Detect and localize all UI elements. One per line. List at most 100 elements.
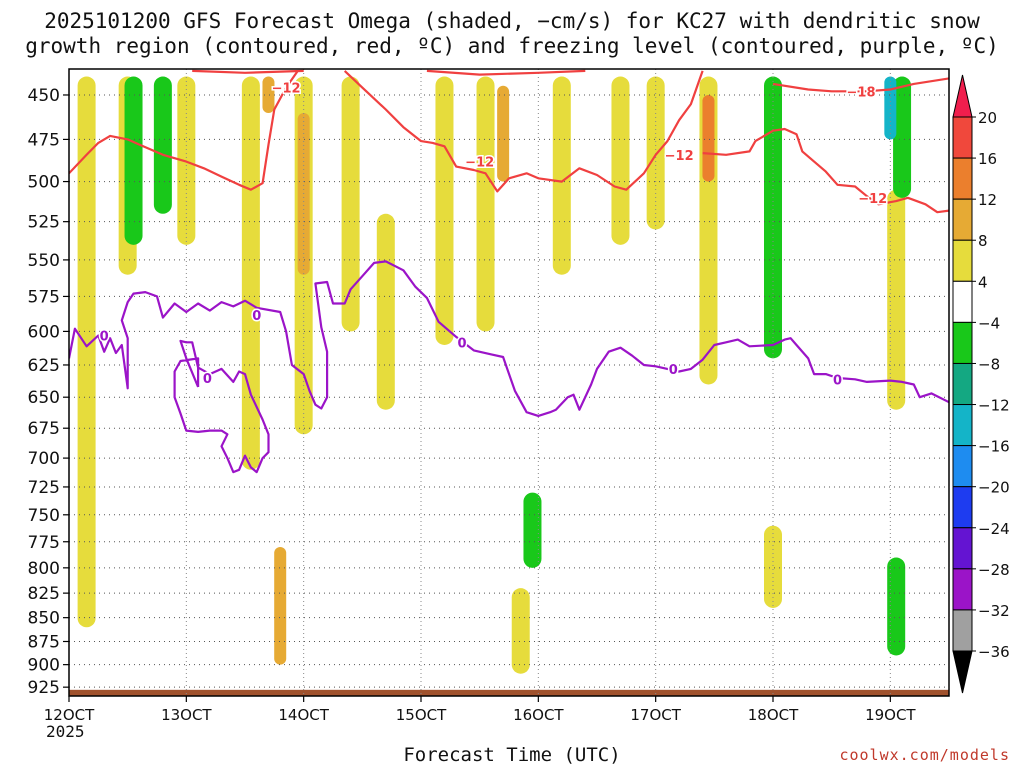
- colorbar-top-arrow: [952, 74, 973, 118]
- plot-frame: [68, 68, 950, 697]
- omega-cell-17: [702, 94, 715, 182]
- omega-cell-11: [476, 76, 495, 332]
- colorbar-label-0: 20: [978, 109, 997, 127]
- x-tick-label-1: 13OCT: [161, 706, 212, 724]
- colorbar-label-4: 4: [978, 273, 988, 291]
- contour-label-8: −12: [665, 149, 694, 164]
- contour-labels: 0 0 0 0 0 0 −12 −12 −12 −12 −18: [98, 80, 889, 390]
- contour-3: [192, 69, 304, 74]
- omega-cell-8: [341, 76, 360, 332]
- ground-surface: [69, 689, 949, 696]
- colorbar-swatch-1: [952, 157, 973, 200]
- colorbar-label-11: −28: [978, 561, 1010, 579]
- y-tick-label-6: 600: [28, 322, 60, 342]
- y-tick-label-1: 475: [28, 130, 60, 150]
- colorbar-swatch-10: [952, 527, 973, 570]
- y-tick-label-11: 725: [28, 478, 60, 498]
- colorbar-swatch-0: [952, 116, 973, 159]
- omega-cell-4: [241, 76, 260, 470]
- colorbar-swatch-6: [952, 362, 973, 406]
- contour-0: [69, 70, 299, 191]
- omega-cell-21: [884, 76, 897, 140]
- terrain-band: [69, 689, 949, 696]
- omega-cell-15: [646, 76, 665, 230]
- x-tick-label-6: 18OCT: [748, 706, 799, 724]
- colorbar-label-6: −8: [978, 355, 1000, 373]
- x-tick-label-4: 16OCT: [513, 706, 564, 724]
- colorbar-swatch-5: [952, 321, 973, 364]
- omega-cell-27: [523, 492, 542, 568]
- chart-title: 2025101200 GFS Forecast Omega (shaded, −…: [44, 9, 980, 33]
- y-tick-label-17: 875: [28, 632, 60, 652]
- contour-2: [702, 127, 949, 214]
- omega-cell-25: [153, 76, 172, 214]
- x-tick-label-0: 12OCT: [44, 706, 95, 724]
- omega-cell-24: [511, 588, 530, 674]
- y-tick-label-9: 675: [28, 419, 60, 439]
- colorbar: 20 16 12 8 4 −4 −8 −12 −16 −20 −24 −28 −32 −36: [952, 74, 1010, 694]
- x-tick-label-2: 14OCT: [278, 706, 329, 724]
- x-tick-label-3: 15OCT: [396, 706, 447, 724]
- contour-6: [69, 260, 949, 417]
- colorbar-label-8: −16: [978, 438, 1010, 456]
- contour-lines: [69, 69, 949, 474]
- y-axis: 450 475 500 525 550 575 600 625 650 675 700 725 750 7…: [28, 86, 69, 698]
- colorbar-swatch-4: [952, 280, 973, 323]
- colorbar-swatch-11: [952, 568, 973, 611]
- omega-cell-14: [611, 76, 630, 245]
- contour-5: [772, 77, 949, 93]
- colorbar-swatch-7: [952, 404, 973, 447]
- x-tick-label-5: 17OCT: [630, 706, 681, 724]
- omega-cell-22: [887, 557, 906, 656]
- contour-label-5: 0: [833, 373, 842, 388]
- y-tick-label-16: 850: [28, 609, 60, 629]
- colorbar-label-2: 12: [978, 191, 997, 209]
- contour-4: [426, 69, 586, 76]
- colorbar-label-7: −12: [978, 397, 1010, 415]
- colorbar-swatch-12: [952, 609, 973, 652]
- omega-cell-23: [274, 547, 287, 665]
- site-credit: coolwx.com/models: [839, 746, 1010, 764]
- colorbar-label-13: −36: [978, 643, 1010, 661]
- y-tick-label-18: 900: [28, 656, 60, 676]
- omega-cell-5: [262, 76, 275, 114]
- y-tick-label-7: 625: [28, 356, 60, 376]
- x-axis-label: Forecast Time (UTC): [403, 744, 621, 766]
- omega-cell-12: [497, 85, 510, 182]
- x-axis-year: 2025: [46, 722, 85, 741]
- colorbar-label-3: 8: [978, 232, 988, 250]
- x-tick-label-7: 19OCT: [865, 706, 916, 724]
- y-tick-label-10: 700: [28, 449, 60, 469]
- colorbar-swatch-3: [952, 239, 973, 282]
- contour-label-6: −12: [272, 82, 301, 97]
- y-tick-label-3: 525: [28, 213, 60, 233]
- omega-cell-13: [552, 76, 571, 275]
- y-tick-label-19: 925: [28, 678, 60, 698]
- contour-label-9: −12: [858, 192, 887, 207]
- omega-cell-26: [764, 525, 782, 608]
- colorbar-label-10: −24: [978, 520, 1010, 538]
- colorbar-swatch-2: [952, 198, 973, 241]
- colorbar-label-5: −4: [978, 314, 1000, 332]
- y-tick-label-5: 575: [28, 287, 60, 307]
- y-tick-label-8: 650: [28, 388, 60, 408]
- y-tick-label-14: 800: [28, 559, 60, 579]
- y-tick-label-4: 550: [28, 251, 60, 271]
- contour-label-1: 0: [203, 372, 212, 387]
- y-tick-label-12: 750: [28, 506, 60, 526]
- colorbar-label-9: −20: [978, 479, 1010, 497]
- colorbar-bottom-arrow: [952, 650, 973, 694]
- contour-label-2: 0: [252, 309, 261, 324]
- contour-label-0: 0: [100, 330, 109, 345]
- contour-1: [343, 70, 704, 193]
- omega-cell-19: [887, 189, 906, 410]
- omega-cell-9: [376, 213, 395, 410]
- y-tick-label-13: 775: [28, 533, 60, 553]
- colorbar-label-12: −32: [978, 602, 1010, 620]
- y-tick-label-0: 450: [28, 86, 60, 106]
- contour-label-7: −12: [465, 156, 494, 171]
- contour-label-4: 0: [669, 363, 678, 378]
- y-tick-label-15: 825: [28, 584, 60, 604]
- y-tick-label-2: 500: [28, 173, 60, 193]
